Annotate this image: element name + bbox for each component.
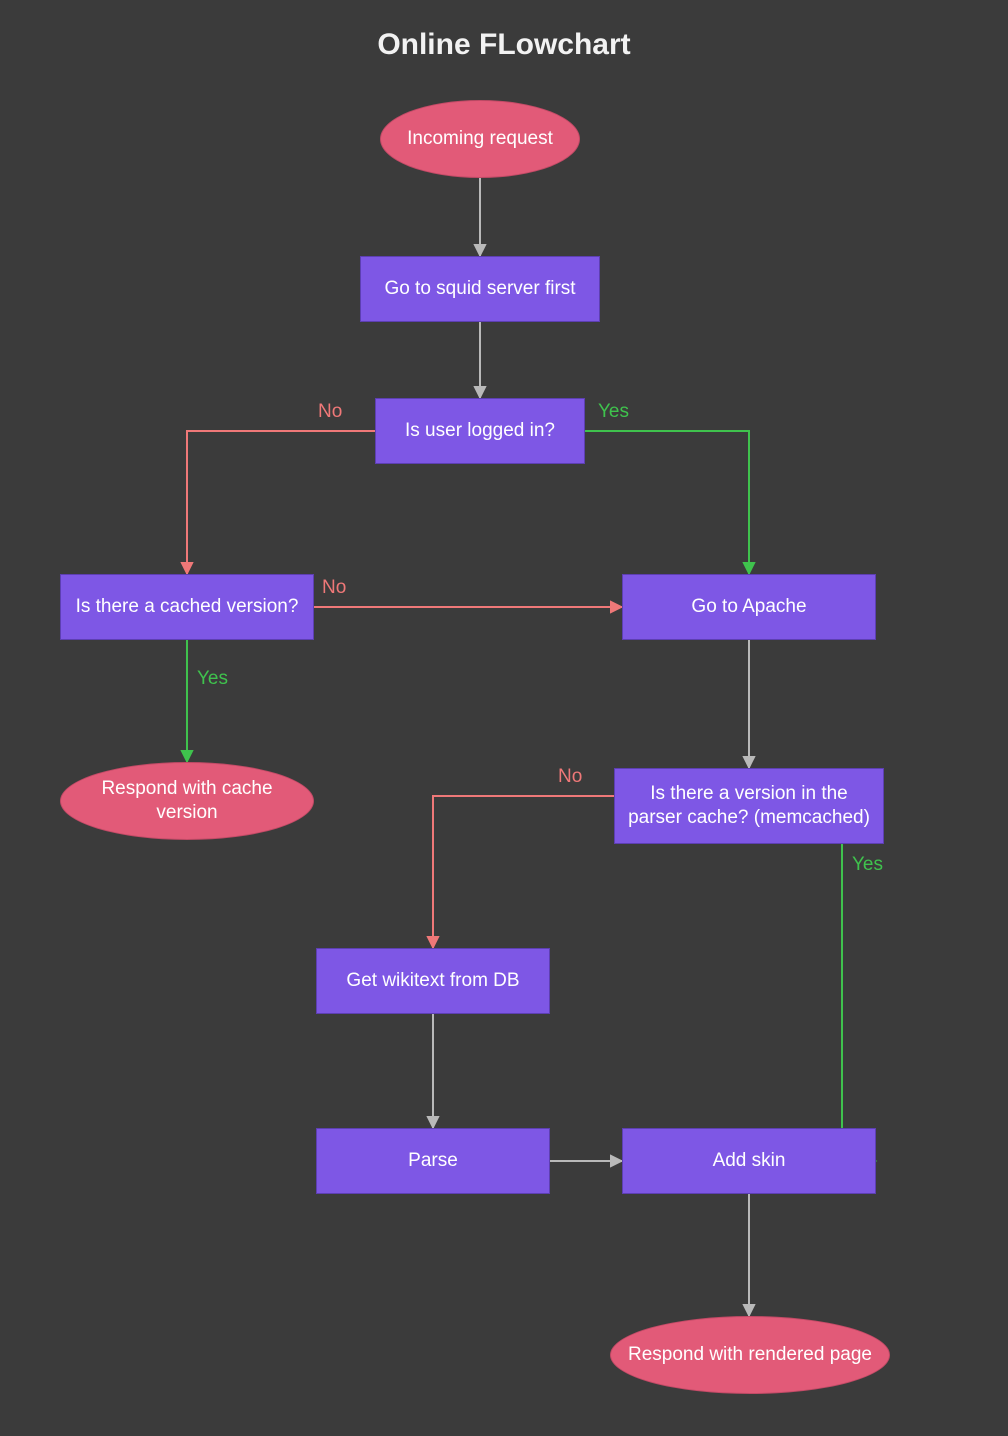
edge-logged-cached [187,431,375,574]
node-wikitext: Get wikitext from DB [316,948,550,1014]
node-start: Incoming request [380,100,580,178]
node-squid: Go to squid server first [360,256,600,322]
edge-memcache-addskin [842,844,876,1161]
edge-label-memcache-addskin: Yes [852,854,883,876]
flowchart-canvas: Online FLowchart Incoming request Go to s… [0,0,1008,1436]
edge-label-logged-cached: No [318,401,342,423]
node-rendered: Respond with rendered page [610,1316,890,1394]
edge-label-cached-apache: No [322,577,346,599]
node-respcache: Respond with cache version [60,762,314,840]
node-cached: Is there a cached version? [60,574,314,640]
node-addskin: Add skin [622,1128,876,1194]
node-parse: Parse [316,1128,550,1194]
edge-logged-apache [585,431,749,574]
edge-label-memcache-wikitext: No [558,766,582,788]
node-logged: Is user logged in? [375,398,585,464]
edge-memcache-wikitext [433,796,614,948]
node-memcache: Is there a version in the parser cache? … [614,768,884,844]
edge-label-logged-apache: Yes [598,401,629,423]
flowchart-title: Online FLowchart [0,28,1008,62]
edge-label-cached-respcache: Yes [197,668,228,690]
edges-layer [0,0,1008,1436]
node-apache: Go to Apache [622,574,876,640]
